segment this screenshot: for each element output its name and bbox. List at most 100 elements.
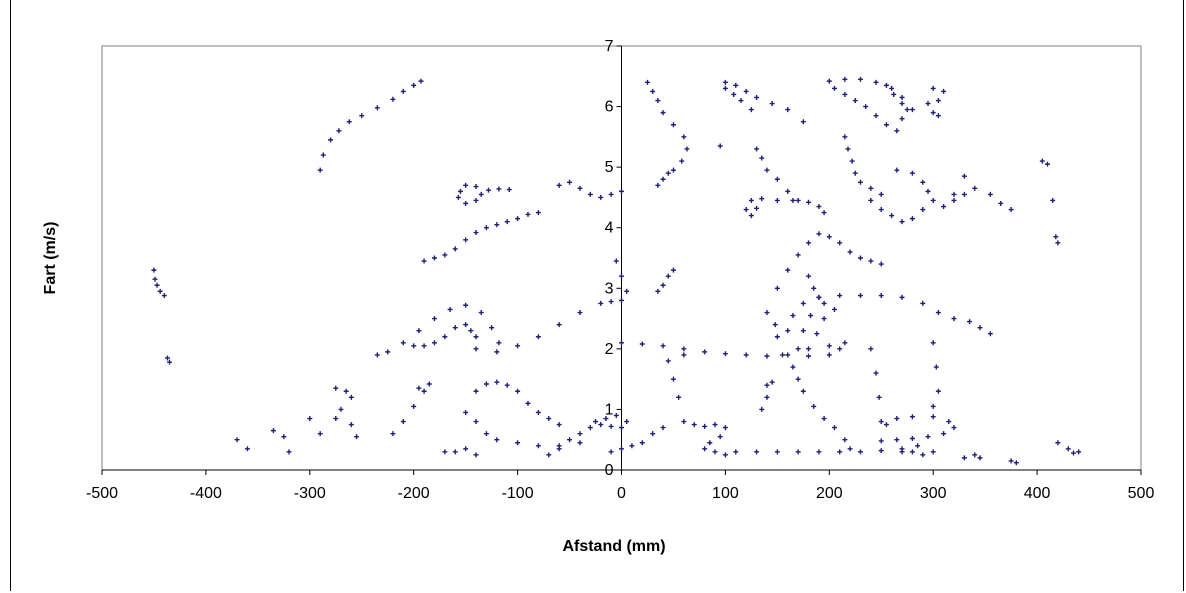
data-point [816, 204, 822, 210]
data-point [691, 422, 697, 428]
data-point [857, 293, 863, 299]
data-point [785, 328, 791, 334]
data-point [151, 267, 157, 273]
data-point [390, 431, 396, 437]
data-point [338, 406, 344, 412]
data-point [244, 446, 250, 452]
data-point [909, 216, 915, 222]
data-point [717, 434, 723, 440]
x-tick-label: 300 [920, 485, 947, 502]
y-tick-label: 4 [605, 220, 614, 237]
data-point [894, 167, 900, 173]
data-point [660, 425, 666, 431]
data-point [816, 449, 822, 455]
data-point [894, 416, 900, 422]
data-point [660, 176, 666, 182]
data-point [629, 443, 635, 449]
data-point [795, 197, 801, 203]
data-point [759, 155, 765, 161]
data-point [608, 449, 614, 455]
data-point [1008, 207, 1014, 213]
data-point [816, 231, 822, 237]
data-point [816, 294, 822, 300]
data-point [743, 207, 749, 213]
data-point [712, 422, 718, 428]
data-point [665, 170, 671, 176]
data-point [837, 240, 843, 246]
data-point [852, 170, 858, 176]
data-point [764, 353, 770, 359]
data-point [535, 409, 541, 415]
data-point [431, 340, 437, 346]
data-point [348, 422, 354, 428]
data-point [878, 293, 884, 299]
data-point [806, 240, 812, 246]
y-tick-label: 0 [605, 462, 614, 479]
data-point [411, 343, 417, 349]
data-point [346, 119, 352, 125]
data-point [847, 446, 853, 452]
data-point [842, 437, 848, 443]
data-point [909, 436, 915, 442]
data-point [473, 334, 479, 340]
data-point [619, 297, 624, 303]
data-point [670, 376, 676, 382]
data-point [411, 403, 417, 409]
data-point [608, 299, 614, 305]
data-point [234, 437, 240, 443]
data-point [442, 449, 448, 455]
x-tick-label: -200 [398, 485, 430, 502]
data-point [821, 416, 827, 422]
data-point [577, 185, 583, 191]
data-point [567, 179, 573, 185]
data-point [473, 184, 479, 190]
data-point [806, 346, 812, 352]
data-point [894, 437, 900, 443]
data-point [421, 388, 427, 394]
data-point [681, 419, 687, 425]
y-axis-ticks: 0 1 2 3 4 5 6 7 [605, 38, 622, 479]
data-point [806, 273, 812, 279]
data-point [598, 300, 604, 306]
x-tick-label: -500 [86, 485, 118, 502]
data-point [972, 452, 978, 458]
data-point [800, 388, 806, 394]
data-point [759, 406, 765, 412]
data-point [457, 188, 463, 194]
data-point [463, 182, 469, 188]
data-point [660, 282, 666, 288]
data-point [935, 388, 941, 394]
data-point [769, 101, 775, 107]
data-point [831, 425, 837, 431]
data-point [452, 325, 458, 331]
data-point [1055, 440, 1061, 446]
data-point [473, 346, 479, 352]
data-point [411, 82, 417, 88]
data-point [307, 416, 313, 422]
data-point [795, 449, 801, 455]
data-point [774, 197, 780, 203]
data-point [515, 216, 521, 222]
data-point [1070, 450, 1076, 456]
data-point [463, 446, 469, 452]
data-point [774, 449, 780, 455]
data-point [785, 267, 791, 273]
data-point [421, 343, 427, 349]
data-point [577, 440, 583, 446]
data-point [774, 176, 780, 182]
data-point [738, 98, 744, 104]
data-point [157, 288, 163, 294]
data-point [920, 179, 926, 185]
data-point [883, 422, 889, 428]
data-point [722, 79, 728, 85]
data-point [930, 85, 936, 91]
data-point [785, 188, 791, 194]
data-point [842, 91, 848, 97]
data-point [681, 346, 687, 352]
data-point [868, 185, 874, 191]
data-point [281, 434, 287, 440]
data-point [748, 197, 754, 203]
data-point [650, 431, 656, 437]
data-point [463, 302, 469, 308]
data-point [535, 210, 541, 216]
